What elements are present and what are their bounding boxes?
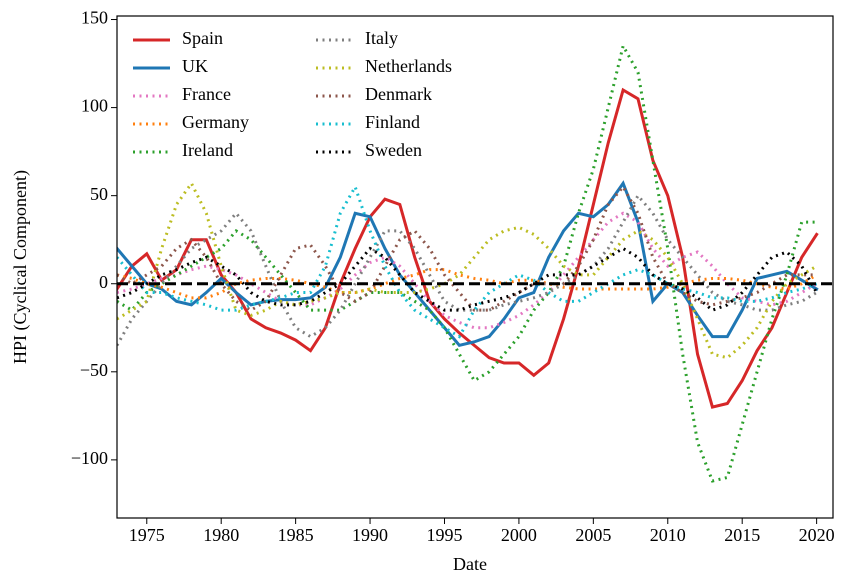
series-line — [117, 87, 819, 409]
series-line — [117, 180, 819, 348]
legend-label: Netherlands — [365, 56, 452, 76]
x-tick-label: 2020 — [799, 525, 835, 545]
series-line — [117, 268, 818, 300]
series-line — [117, 41, 817, 483]
series-line — [117, 193, 818, 347]
x-axis-label: Date — [453, 554, 487, 574]
series-line — [117, 180, 818, 360]
legend-label: Denmark — [365, 84, 432, 104]
x-tick-label: 1985 — [278, 525, 314, 545]
legend-label: UK — [182, 56, 208, 76]
y-tick-label: 50 — [90, 184, 108, 204]
x-tick-label: 1980 — [203, 525, 239, 545]
x-tick-label: 1975 — [129, 525, 165, 545]
legend-label: Spain — [182, 28, 223, 48]
y-tick-label: 150 — [81, 8, 108, 28]
x-tick-label: 2005 — [575, 525, 611, 545]
legend-label: Finland — [365, 112, 420, 132]
series-line — [117, 246, 818, 312]
x-tick-label: 1995 — [426, 525, 462, 545]
legend-label: Ireland — [182, 140, 233, 160]
y-axis-label: HPI (Cyclical Component) — [10, 170, 31, 364]
x-tick-label: 2015 — [724, 525, 760, 545]
y-tick-label: −100 — [71, 448, 108, 468]
y-tick-label: 100 — [81, 96, 108, 116]
legend-label: Germany — [182, 112, 249, 132]
x-tick-label: 2010 — [650, 525, 686, 545]
series-line — [117, 183, 818, 339]
x-tick-label: 2000 — [501, 525, 537, 545]
y-tick-label: −50 — [80, 360, 108, 380]
legend-label: France — [182, 84, 231, 104]
plot-frame — [116, 15, 834, 519]
legend-label: Italy — [365, 28, 398, 48]
legend-label: Sweden — [365, 140, 422, 160]
y-tick-label: 0 — [99, 272, 108, 292]
x-tick-label: 1990 — [352, 525, 388, 545]
